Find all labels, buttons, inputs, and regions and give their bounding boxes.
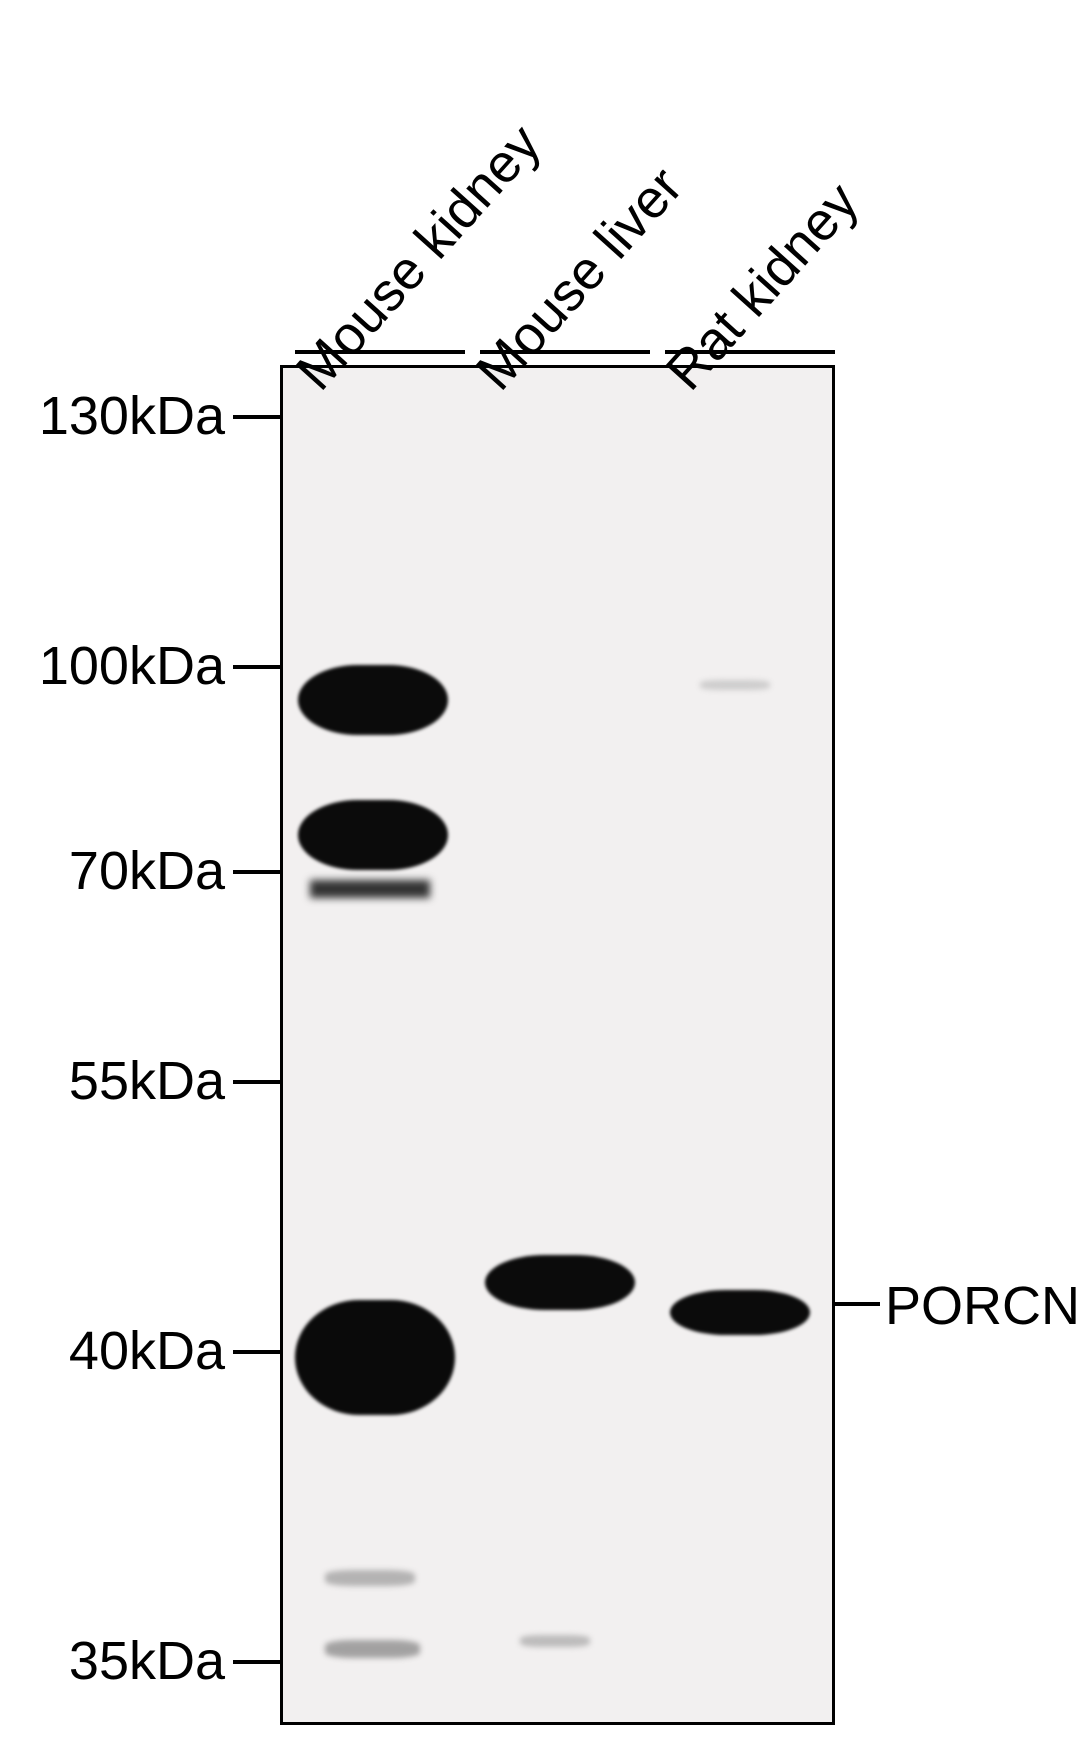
right-label: PORCN: [885, 1275, 1080, 1337]
band-8: [700, 680, 770, 690]
mw-tick-2: [233, 870, 280, 874]
band-1: [298, 800, 448, 870]
band-6: [485, 1255, 635, 1310]
mw-label-3: 55kDa: [69, 1050, 225, 1112]
lane-underline-0: [295, 350, 465, 354]
band-4: [325, 1570, 415, 1586]
mw-label-0: 130kDa: [39, 385, 225, 447]
blot-frame: [280, 365, 835, 1725]
mw-label-5: 35kDa: [69, 1630, 225, 1692]
mw-label-4: 40kDa: [69, 1320, 225, 1382]
mw-label-1: 100kDa: [39, 635, 225, 697]
band-5: [325, 1640, 420, 1658]
lane-underline-2: [665, 350, 835, 354]
band-2: [310, 880, 430, 898]
mw-tick-4: [233, 1350, 280, 1354]
band-7: [520, 1635, 590, 1647]
mw-tick-0: [233, 415, 280, 419]
lane-underline-1: [480, 350, 650, 354]
mw-tick-3: [233, 1080, 280, 1084]
band-9: [670, 1290, 810, 1335]
right-tick: [835, 1302, 880, 1306]
mw-tick-1: [233, 665, 280, 669]
mw-label-2: 70kDa: [69, 840, 225, 902]
band-3: [295, 1300, 455, 1415]
blot-figure: Mouse kidney Mouse liver Rat kidney 130k…: [0, 0, 1080, 1750]
band-0: [298, 665, 448, 735]
mw-tick-5: [233, 1660, 280, 1664]
